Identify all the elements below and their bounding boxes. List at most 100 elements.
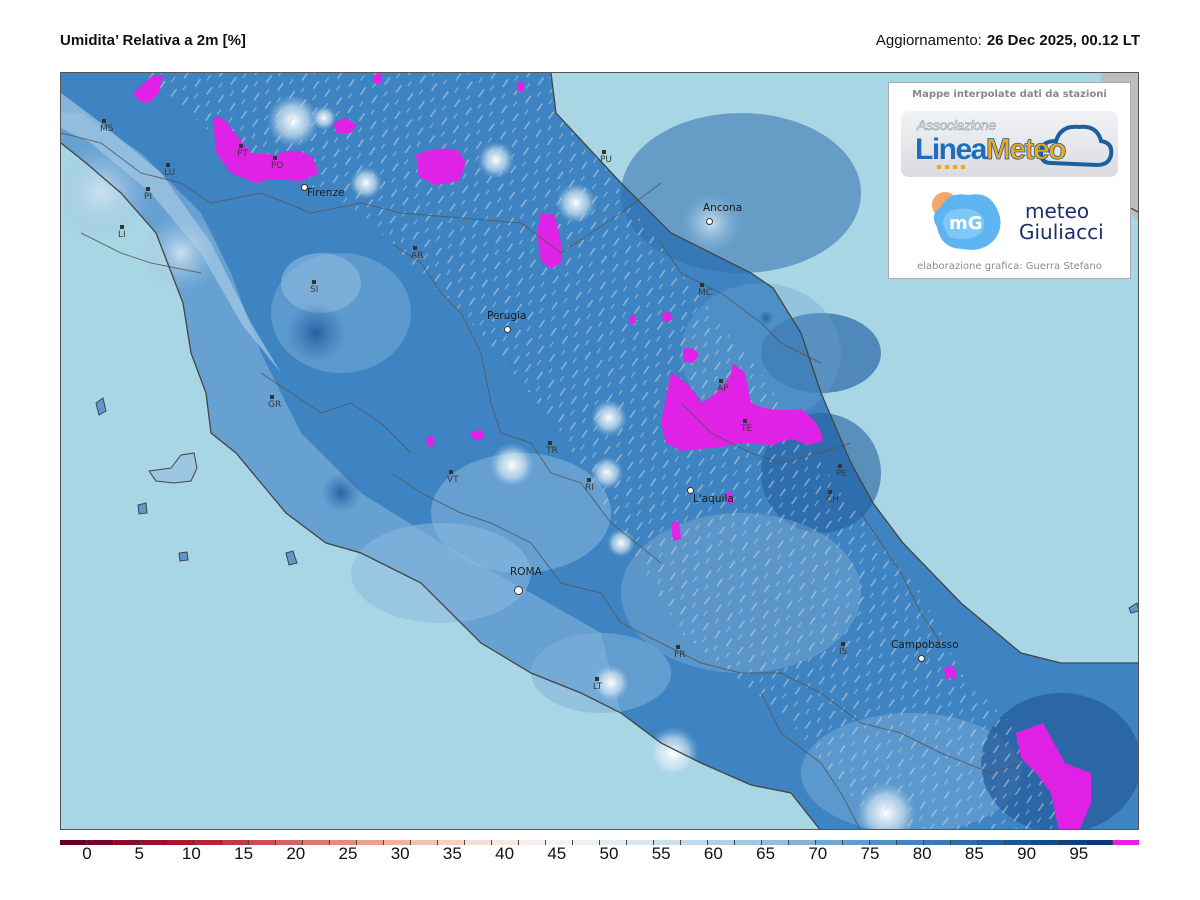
colorbar-segment xyxy=(816,840,843,845)
province-marker-icon xyxy=(146,187,150,191)
colorbar-segment xyxy=(870,840,897,845)
islands xyxy=(95,397,1138,614)
province-marker-icon xyxy=(120,225,124,229)
colorbar-tick-label: 85 xyxy=(964,844,984,863)
province-marker-icon xyxy=(838,464,842,468)
colorbar-segment xyxy=(735,840,762,845)
colorbar-tick-label: 40 xyxy=(495,844,515,863)
colorbar-segment xyxy=(276,840,303,845)
colorbar-tick-label: 65 xyxy=(756,844,776,863)
city-label: Firenze xyxy=(307,187,345,199)
svg-text:mG: mG xyxy=(949,213,983,234)
colorbar-tick-label: 30 xyxy=(390,844,410,863)
credits-panel: Mappe interpolate dati da stazioni Assoc… xyxy=(888,82,1131,279)
colorbar-segment xyxy=(222,840,249,845)
colorbar-tick-label: 45 xyxy=(547,844,567,863)
colorbar-segment xyxy=(114,840,141,845)
colorbar-tick-label: 10 xyxy=(181,844,201,863)
province-marker-icon xyxy=(449,470,453,474)
city-marker-icon xyxy=(706,218,713,225)
province-label: VT xyxy=(447,475,459,485)
province-marker-icon xyxy=(841,642,845,646)
colorbar-tick-label: 25 xyxy=(338,844,358,863)
province-label: LU xyxy=(164,168,176,178)
province-label: RI xyxy=(585,483,594,493)
colorbar-tick-label: 50 xyxy=(599,844,619,863)
colorbar-segment xyxy=(681,840,708,845)
province-label: TE xyxy=(741,424,753,434)
lineameteo-wordmark: LineaMeteo xyxy=(915,133,1067,167)
colorbar-segment xyxy=(897,840,924,845)
colorbar-segment xyxy=(141,840,168,845)
cloud-icon xyxy=(937,124,1114,169)
province-marker-icon xyxy=(828,490,832,494)
city-marker-icon xyxy=(918,655,925,662)
city-marker-icon xyxy=(687,487,694,494)
city-label: Perugia xyxy=(487,310,527,322)
colorbar-tick-label: 90 xyxy=(1017,844,1037,863)
province-label: GR xyxy=(268,400,282,410)
colorbar-tick-label: 60 xyxy=(703,844,723,863)
province-label: MC xyxy=(698,288,713,298)
colorbar-segment xyxy=(492,840,519,845)
colorbar-segment xyxy=(924,840,951,845)
lineameteo-logo: Associazione LineaMeteo xyxy=(901,111,1118,177)
province-label: PE xyxy=(836,469,848,479)
saturation-areas xyxy=(133,73,1091,829)
colorbar-segment xyxy=(330,840,357,845)
colorbar-segment xyxy=(978,840,1005,845)
province-marker-icon xyxy=(719,379,723,383)
colorbar-tick-label: 70 xyxy=(808,844,828,863)
colorbar-segment xyxy=(789,840,816,845)
province-label: LI xyxy=(118,230,126,240)
meteogiuliacci-icon: mG xyxy=(927,187,1003,253)
province-marker-icon xyxy=(676,645,680,649)
province-marker-icon xyxy=(548,441,552,445)
colorbar-segment xyxy=(303,840,330,845)
province-marker-icon xyxy=(102,119,106,123)
colorbar-segment xyxy=(843,840,870,845)
colorbar-segment xyxy=(654,840,681,845)
colorbar-segment xyxy=(1086,840,1113,845)
colorbar-tick-label: 15 xyxy=(234,844,254,863)
colorbar-segment xyxy=(384,840,411,845)
colorbar-segment xyxy=(438,840,465,845)
colorbar-segment xyxy=(1059,840,1086,845)
city-marker-icon xyxy=(514,586,523,595)
lineameteo-assoc-text: Associazione xyxy=(917,117,997,134)
colorbar-segment xyxy=(627,840,654,845)
province-label: IS xyxy=(839,647,848,657)
colorbar-tick-label: 20 xyxy=(286,844,306,863)
province-label: LT xyxy=(593,682,603,692)
region-borders xyxy=(61,132,1022,829)
province-marker-icon xyxy=(166,163,170,167)
colorbar-segment xyxy=(708,840,735,845)
colorbar-tick-label: 95 xyxy=(1069,844,1089,863)
province-label: PO xyxy=(271,161,284,171)
colorbar-tick-label: 80 xyxy=(912,844,932,863)
colorbar-segment xyxy=(357,840,384,845)
city-marker-icon xyxy=(504,326,511,333)
meteogiuliacci-wordmark: meteo Giuliacci xyxy=(1019,199,1104,244)
province-marker-icon xyxy=(602,150,606,154)
city-label: ROMA xyxy=(510,566,542,578)
province-marker-icon xyxy=(239,144,243,148)
colorbar-segment xyxy=(249,840,276,845)
province-marker-icon xyxy=(413,246,417,250)
province-label: MS xyxy=(100,124,114,134)
province-marker-icon xyxy=(273,156,277,160)
colorbar-segment xyxy=(600,840,627,845)
graphics-credit: elaborazione grafica: Guerra Stefano xyxy=(917,261,1102,272)
province-label: TR xyxy=(546,446,558,456)
colorbar-segment xyxy=(573,840,600,845)
update-label: Aggiornamento: xyxy=(875,32,982,49)
province-marker-icon xyxy=(595,677,599,681)
province-label: PI xyxy=(144,192,153,202)
update-timestamp: Aggiornamento: 26 Dec 2025, 00.12 LT xyxy=(876,32,1140,49)
province-marker-icon xyxy=(312,280,316,284)
colorbar-tick-label: 55 xyxy=(651,844,671,863)
colorbar-segment xyxy=(546,840,573,845)
colorbar-segment xyxy=(411,840,438,845)
colorbar-tick-label: 35 xyxy=(442,844,462,863)
colorbar-segment xyxy=(195,840,222,845)
